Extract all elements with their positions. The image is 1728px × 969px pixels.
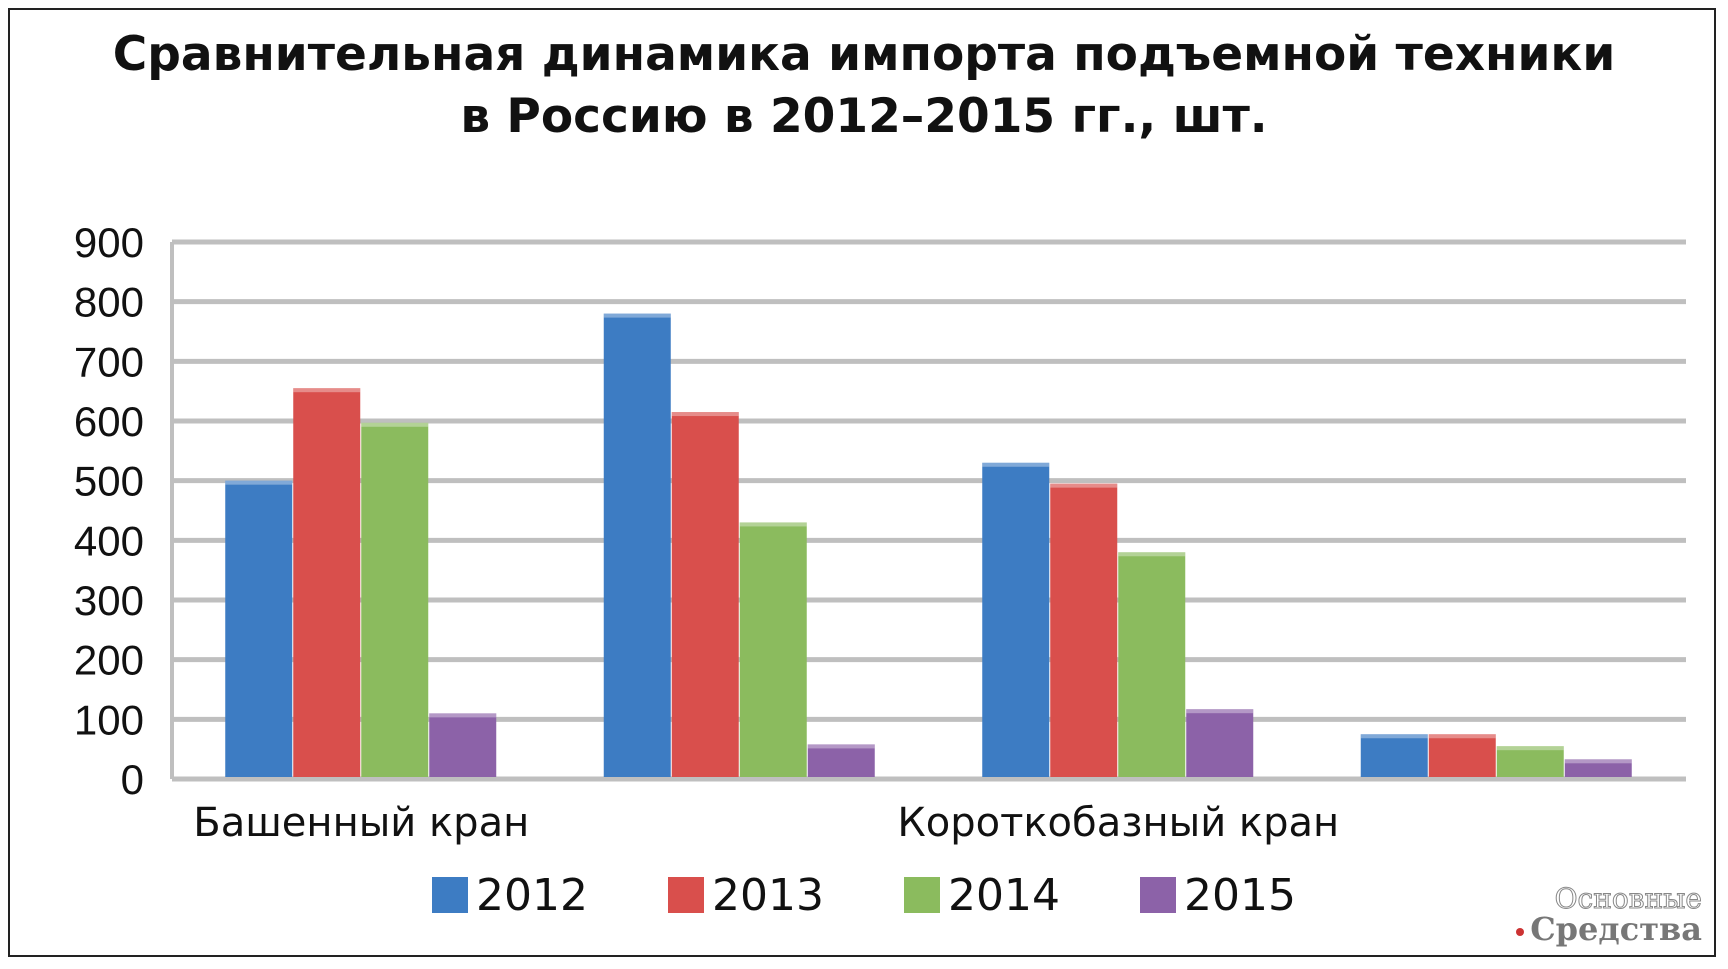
bar-2014 [1496, 746, 1564, 779]
chart-title-line-1: Сравнительная динамика импорта подъемной… [112, 27, 1616, 82]
x-category-label: Башенный кран [193, 800, 529, 846]
y-tick-label: 0 [121, 756, 144, 803]
bar-highlight-2014 [361, 422, 429, 427]
legend: 2012 2013 2014 2015 [0, 865, 1728, 925]
y-tick-label: 500 [74, 458, 144, 505]
bar-2013 [1428, 734, 1496, 779]
bar-highlight-2015 [429, 713, 497, 718]
legend-label-2015: 2015 [1183, 869, 1296, 921]
y-tick-label: 900 [74, 219, 144, 266]
legend-label-2013: 2013 [712, 869, 824, 921]
bar-2015 [1186, 709, 1254, 779]
bar-2013 [671, 412, 739, 779]
legend-swatch-2012 [432, 877, 469, 913]
bar-2014 [739, 522, 807, 779]
bar-2015 [807, 744, 875, 779]
bar-highlight-2012 [982, 462, 1050, 467]
legend-swatch-2013 [668, 877, 705, 913]
bar-highlight-2015 [1186, 709, 1254, 714]
bar-2013 [293, 388, 361, 779]
bar-2012 [1360, 734, 1428, 779]
legend-label-2012: 2012 [476, 869, 589, 921]
bar-highlight-2013 [671, 412, 739, 417]
bar-2015 [1564, 759, 1632, 779]
legend-item-2013: 2013 [668, 865, 824, 925]
bar-highlight-2014 [1496, 746, 1564, 751]
bar-2012 [982, 462, 1050, 779]
bar-2012 [603, 313, 671, 779]
bar-highlight-2012 [1360, 734, 1428, 739]
bar-highlight-2014 [1118, 552, 1186, 557]
watermark-line-1: Основные [1554, 882, 1702, 915]
watermark-dot-icon [1516, 927, 1525, 936]
y-tick-label: 600 [74, 398, 144, 445]
legend-swatch-2014 [904, 877, 940, 913]
bar-highlight-2014 [739, 522, 807, 527]
y-tick-label: 400 [74, 517, 144, 564]
y-tick-label: 100 [74, 696, 144, 743]
watermark-line-2: Средства [1516, 913, 1702, 945]
legend-item-2014: 2014 [904, 865, 1060, 925]
bar-highlight-2013 [1050, 483, 1118, 488]
bar-2012 [225, 480, 293, 779]
y-tick-label: 300 [74, 577, 144, 624]
y-tick-label: 700 [74, 338, 144, 385]
bar-2014 [1118, 552, 1186, 779]
bar-2014 [361, 422, 429, 779]
watermark-line-2-text: Средства [1530, 910, 1702, 948]
chart-title-line-2: в Россию в 2012–2015 гг., шт. [460, 89, 1268, 144]
legend-item-2015: 2015 [1139, 865, 1296, 925]
y-tick-label: 800 [74, 279, 144, 326]
legend-label-2014: 2014 [948, 869, 1060, 921]
y-tick-label: 200 [74, 637, 144, 684]
bar-highlight-2015 [1564, 759, 1632, 764]
chart-title: Сравнительная динамика импорта подъемной… [0, 24, 1728, 148]
bar-highlight-2013 [293, 388, 361, 393]
watermark-logo: Основные Средства [1516, 882, 1702, 945]
bar-2015 [429, 713, 497, 779]
bar-highlight-2012 [603, 313, 671, 318]
legend-item-2012: 2012 [432, 865, 588, 925]
bar-highlight-2015 [807, 744, 875, 749]
legend-swatch-2015 [1139, 877, 1176, 913]
bar-highlight-2012 [225, 480, 293, 485]
bar-highlight-2013 [1428, 734, 1496, 739]
bar-2013 [1050, 483, 1118, 779]
x-category-label: Короткобазный кран [897, 800, 1339, 846]
